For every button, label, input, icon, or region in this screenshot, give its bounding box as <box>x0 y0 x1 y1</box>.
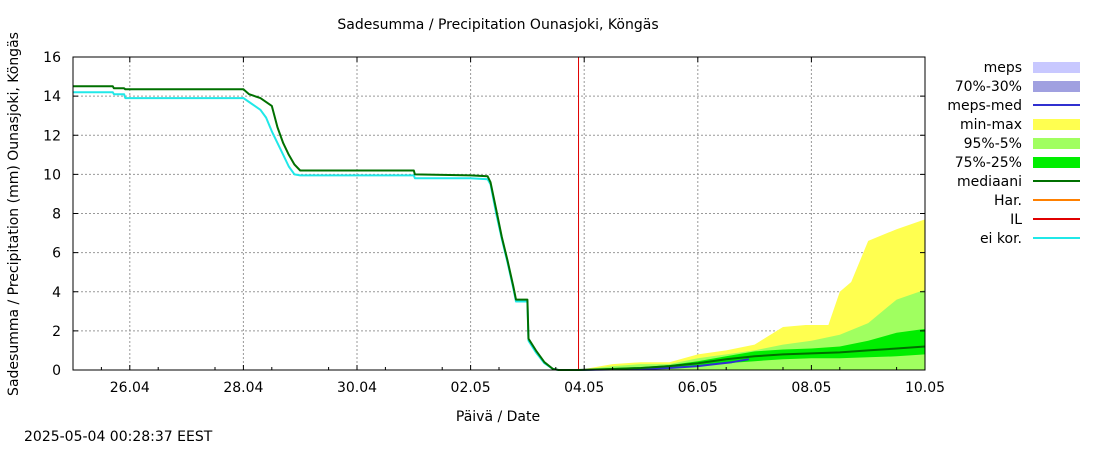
x-tick-label: 10.05 <box>905 380 945 396</box>
legend-swatch-meps <box>1033 62 1080 73</box>
legend-label: ei kor. <box>980 231 1022 247</box>
series-median <box>73 85 926 371</box>
y-tick-label: 0 <box>52 363 61 379</box>
x-tick-label: 30.04 <box>337 380 377 396</box>
legend-label: mediaani <box>957 174 1022 190</box>
axes: 0 2 4 6 8 10 12 14 16 26.04 28.04 30.04 02.05 04.05 06… <box>43 50 945 396</box>
y-tick-label: 8 <box>52 207 61 223</box>
legend-label: meps <box>984 60 1022 76</box>
grid <box>73 57 925 370</box>
band-min-max <box>578 219 925 370</box>
legend-label: 95%-5% <box>964 136 1022 152</box>
legend-swatch-meps-70-30 <box>1033 81 1080 92</box>
series-ei-kor <box>73 91 579 371</box>
y-tick-label: 4 <box>52 285 61 301</box>
x-axis-label: Päivä / Date <box>456 409 540 425</box>
x-tick-label: 04.05 <box>564 380 604 396</box>
legend-swatch-p95-5 <box>1033 138 1080 149</box>
x-tick-label: 26.04 <box>110 380 150 396</box>
legend-label: 70%-30% <box>955 79 1022 95</box>
y-axis-label: Sadesumma / Precipitation (mm) Ounasjoki… <box>6 32 22 396</box>
plot-frame <box>72 56 926 371</box>
legend-label: min-max <box>960 117 1022 133</box>
chart-title: Sadesumma / Precipitation Ounasjoki, Kön… <box>337 17 659 33</box>
legend-swatch-p75-25 <box>1033 157 1080 168</box>
timestamp: 2025-05-04 00:28:37 EEST <box>24 429 213 445</box>
legend-label: meps-med <box>947 98 1022 114</box>
x-tick-label: 08.05 <box>791 380 831 396</box>
legend-swatch-min-max <box>1033 119 1080 130</box>
y-tick-label: 6 <box>52 246 61 262</box>
band-p75-25 <box>578 328 925 370</box>
x-tick-label: 02.05 <box>451 380 491 396</box>
x-tick-label: 06.05 <box>678 380 718 396</box>
x-tick-label: 28.04 <box>223 380 263 396</box>
series-meps-med <box>578 358 750 371</box>
y-tick-label: 2 <box>52 324 61 340</box>
y-tick-label: 10 <box>43 167 61 183</box>
legend-label: IL <box>1010 212 1022 228</box>
band-layer <box>578 219 925 370</box>
legend-label: 75%-25% <box>955 155 1022 171</box>
y-tick-label: 14 <box>43 89 61 105</box>
y-tick-label: 16 <box>43 50 61 66</box>
line-layer <box>73 57 926 371</box>
legend: meps 70%-30% meps-med min-max 95%-5% 75%-25% m… <box>947 60 1080 247</box>
legend-label: Har. <box>994 193 1022 209</box>
y-tick-label: 12 <box>43 128 61 144</box>
